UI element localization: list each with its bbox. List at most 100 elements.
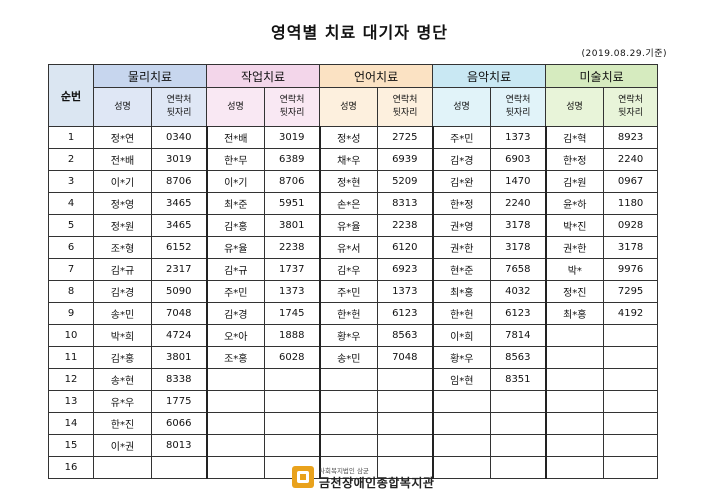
phone-suffix <box>264 434 321 457</box>
phone-suffix: 6923 <box>377 258 434 281</box>
phone-suffix <box>264 412 321 435</box>
phone-suffix: 6123 <box>377 302 434 325</box>
waitlist-table: 순번 물리치료 작업치료 언어치료 음악치료 미술치료 성명 연락처 뒷자리 성명 연락… <box>48 64 659 479</box>
phone-suffix <box>377 368 434 391</box>
patient-name <box>545 346 605 369</box>
patient-name: 박*희 <box>93 324 152 347</box>
phone-suffix: 8313 <box>377 192 434 215</box>
row-number: 11 <box>48 346 94 369</box>
patient-name <box>545 368 605 391</box>
patient-name: 김*경 <box>206 302 266 325</box>
phone-suffix: 1737 <box>264 258 321 281</box>
row-number: 10 <box>48 324 94 347</box>
patient-name <box>319 434 379 457</box>
phone-suffix: 2240 <box>490 192 547 215</box>
table-row: 6 조*형 6152 유*율 2238 유*서 6120 권*한 3178 권*한 3178 <box>48 236 659 259</box>
phone-suffix: 4724 <box>150 324 208 347</box>
header-music-therapy: 음악치료 <box>432 64 547 88</box>
phone-suffix: 6123 <box>490 302 547 325</box>
phone-suffix: 2725 <box>377 126 434 149</box>
organization-logo-icon <box>292 466 314 488</box>
patient-name: 유*서 <box>319 236 379 259</box>
phone-suffix: 3178 <box>490 214 547 237</box>
patient-name: 박* <box>545 258 605 281</box>
subheader-phone: 연락처 뒷자리 <box>603 87 659 127</box>
phone-suffix: 6389 <box>264 148 321 171</box>
patient-name: 김*홍 <box>206 214 266 237</box>
patient-name: 최*홍 <box>545 302 605 325</box>
phone-suffix: 7658 <box>490 258 547 281</box>
patient-name: 황*우 <box>319 324 379 347</box>
patient-name <box>206 434 266 457</box>
patient-name: 정*진 <box>545 280 605 303</box>
phone-suffix: 5951 <box>264 192 321 215</box>
row-number: 9 <box>48 302 94 325</box>
page-title: 영역별 치료 대기자 명단 <box>271 23 448 42</box>
phone-suffix: 9976 <box>603 258 659 281</box>
phone-suffix: 2238 <box>264 236 321 259</box>
phone-suffix: 8563 <box>377 324 434 347</box>
patient-name <box>319 368 379 391</box>
patient-name <box>206 390 266 413</box>
phone-suffix <box>490 390 547 413</box>
patient-name: 송*현 <box>93 368 152 391</box>
phone-suffix: 7814 <box>490 324 547 347</box>
header-art-therapy: 미술치료 <box>545 64 659 88</box>
phone-suffix: 3178 <box>603 236 659 259</box>
patient-name: 유*율 <box>319 214 379 237</box>
patient-name: 김*혁 <box>545 126 605 149</box>
patient-name <box>319 390 379 413</box>
phone-suffix: 1180 <box>603 192 659 215</box>
patient-name: 조*형 <box>93 236 152 259</box>
organization-name: 금천장애인종합복지관 <box>319 476 435 490</box>
patient-name: 한*무 <box>206 148 266 171</box>
phone-suffix <box>490 412 547 435</box>
subheader-phone: 연락처 뒷자리 <box>377 87 434 127</box>
patient-name: 김*완 <box>432 170 492 193</box>
patient-name: 전*배 <box>93 148 152 171</box>
phone-suffix: 2317 <box>150 258 208 281</box>
table-row: 3 이*기 8706 이*기 8706 정*현 5209 김*완 1470 김*원 0967 <box>48 170 659 193</box>
phone-suffix: 8563 <box>490 346 547 369</box>
subheader-name: 성명 <box>545 87 605 127</box>
phone-suffix <box>264 390 321 413</box>
phone-suffix: 3178 <box>490 236 547 259</box>
table-row: 11 김*홍 3801 조*홍 6028 송*민 7048 황*우 8563 <box>48 346 659 369</box>
patient-name: 한*헌 <box>432 302 492 325</box>
phone-suffix: 1745 <box>264 302 321 325</box>
patient-name: 최*준 <box>206 192 266 215</box>
patient-name: 주*민 <box>206 280 266 303</box>
phone-suffix: 0340 <box>150 126 208 149</box>
phone-suffix: 1373 <box>377 280 434 303</box>
patient-name: 정*연 <box>93 126 152 149</box>
row-number: 6 <box>48 236 94 259</box>
patient-name: 박*진 <box>545 214 605 237</box>
patient-name: 이*기 <box>93 170 152 193</box>
phone-suffix: 6066 <box>150 412 208 435</box>
patient-name <box>545 434 605 457</box>
phone-suffix: 1888 <box>264 324 321 347</box>
patient-name: 윤*하 <box>545 192 605 215</box>
table-row: 7 김*규 2317 김*규 1737 김*우 6923 현*준 7658 박* 9976 <box>48 258 659 281</box>
header-no: 순번 <box>48 64 94 127</box>
patient-name: 송*민 <box>93 302 152 325</box>
phone-suffix: 2240 <box>603 148 659 171</box>
phone-suffix: 1373 <box>264 280 321 303</box>
phone-suffix: 3019 <box>150 148 208 171</box>
phone-suffix: 3465 <box>150 192 208 215</box>
subheader-name: 성명 <box>206 87 266 127</box>
table-row: 8 김*경 5090 주*민 1373 주*민 1373 최*홍 4032 정*진 7295 <box>48 280 659 303</box>
phone-suffix: 8013 <box>150 434 208 457</box>
phone-suffix: 0967 <box>603 170 659 193</box>
phone-suffix: 3801 <box>264 214 321 237</box>
phone-suffix: 8351 <box>490 368 547 391</box>
header-occupational-therapy: 작업치료 <box>206 64 321 88</box>
row-number: 12 <box>48 368 94 391</box>
phone-suffix <box>377 456 434 479</box>
patient-name: 전*배 <box>206 126 266 149</box>
phone-suffix: 4032 <box>490 280 547 303</box>
phone-suffix: 8706 <box>264 170 321 193</box>
patient-name: 이*희 <box>432 324 492 347</box>
phone-suffix <box>603 390 659 413</box>
phone-suffix <box>377 412 434 435</box>
